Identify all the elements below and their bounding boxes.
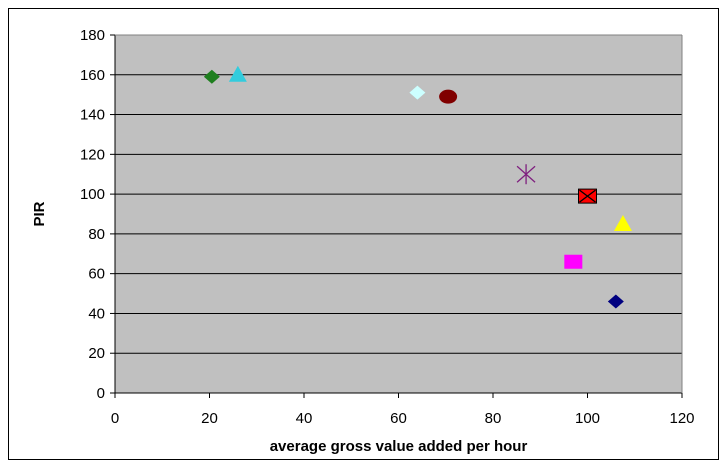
plot-area	[115, 35, 682, 393]
x-tick-label: 40	[296, 410, 313, 427]
x-tick-label: 20	[201, 410, 218, 427]
x-axis-title: average gross value added per hour	[270, 438, 528, 455]
y-tick-label: 80	[88, 226, 105, 243]
marker-shape	[409, 85, 426, 100]
marker-cross	[579, 189, 596, 203]
data-point-diamond	[607, 294, 624, 309]
y-tick-label: 160	[80, 67, 105, 84]
data-point-star	[516, 164, 536, 185]
data-point-triangle	[613, 214, 632, 231]
y-tick-label: 60	[88, 266, 105, 283]
x-tick-labels: 0 20 40 60 80 100 120	[111, 410, 695, 427]
marker-shape	[203, 69, 220, 84]
y-tick-label: 40	[88, 305, 105, 322]
data-points	[203, 65, 632, 309]
y-tick-label: 180	[80, 27, 105, 44]
marker-shape	[613, 214, 632, 231]
marker-shape	[607, 294, 624, 309]
y-tick-label: 0	[97, 385, 105, 402]
data-point-triangle	[228, 65, 247, 82]
marker-shape	[228, 65, 247, 82]
data-point-square	[564, 254, 583, 269]
marker-shape	[564, 254, 583, 269]
data-point-x-square	[578, 188, 597, 204]
data-point-circle	[439, 89, 458, 104]
y-tick-label: 120	[80, 146, 105, 163]
x-tick-label: 120	[669, 410, 694, 427]
x-tick-label: 60	[390, 410, 407, 427]
data-point-diamond	[203, 69, 220, 84]
y-tick-label: 100	[80, 186, 105, 203]
y-tick-label: 20	[88, 345, 105, 362]
x-tick-label: 100	[575, 410, 600, 427]
axes	[114, 34, 683, 398]
data-point-diamond	[409, 85, 426, 100]
y-axis-title: PIR	[31, 201, 48, 226]
y-tick-labels: 0 20 40 60 80 100 120 140 160 180	[80, 27, 105, 402]
y-tick-label: 140	[80, 107, 105, 124]
x-tick-label: 0	[111, 410, 119, 427]
x-tick-label: 80	[485, 410, 502, 427]
marker-shape	[439, 89, 458, 104]
